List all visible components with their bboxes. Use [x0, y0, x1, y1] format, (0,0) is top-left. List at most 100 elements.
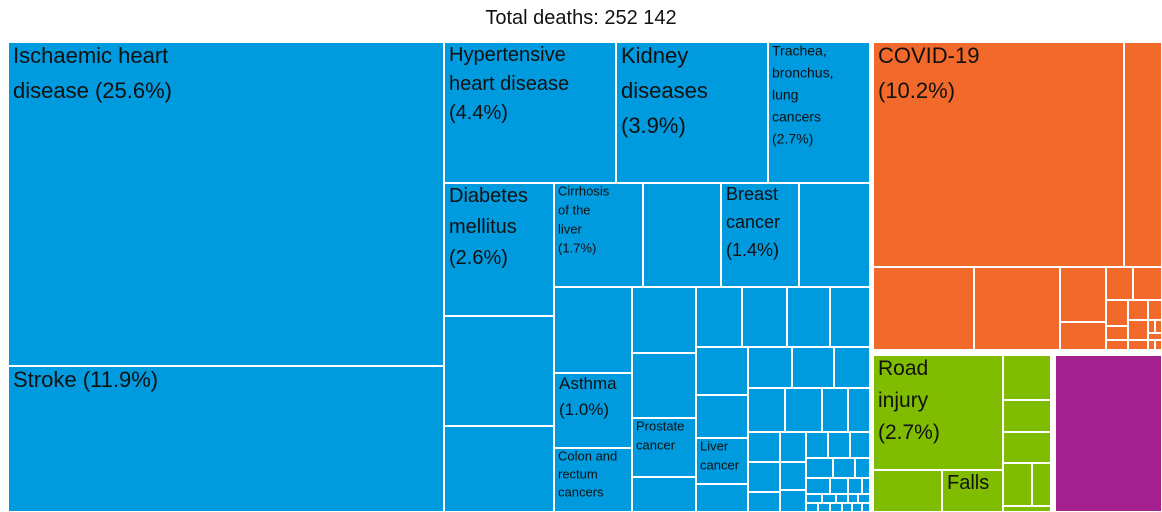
treemap-cell — [1002, 505, 1052, 512]
treemap-cell — [443, 425, 555, 512]
treemap-cell — [805, 477, 831, 495]
treemap-cell-label: Ischaemic heart disease (25.6%) — [13, 43, 172, 103]
treemap-cell — [1154, 319, 1162, 334]
treemap-cell-14 — [872, 354, 1004, 471]
treemap-cell — [791, 346, 835, 389]
treemap-cell-label: Trachea, bronchus, lung cancers (2.7%) — [772, 42, 833, 146]
treemap-cell-label: Kidney diseases (3.9%) — [621, 43, 708, 138]
treemap-cell — [631, 352, 697, 419]
treemap-cell — [872, 469, 943, 512]
treemap-cell — [847, 493, 859, 504]
treemap-cell — [805, 431, 829, 459]
treemap-cell-label: COVID-19 (10.2%) — [878, 43, 979, 103]
treemap-cell — [1127, 339, 1149, 351]
treemap-cell — [1127, 299, 1149, 321]
treemap-cell-label: Diabetes mellitus (2.6%) — [449, 185, 528, 269]
treemap-cell-8 — [720, 182, 800, 288]
treemap-cell — [1147, 319, 1156, 334]
treemap-cell — [747, 461, 781, 493]
treemap-cell — [821, 387, 849, 433]
treemap-cell-label: Asthma (1.0%) — [559, 374, 617, 419]
treemap-cell — [817, 502, 831, 512]
treemap-cell — [1127, 319, 1149, 341]
treemap-cell — [798, 182, 871, 288]
treemap-cell — [827, 431, 851, 459]
treemap-cell — [829, 286, 871, 348]
treemap-cell — [849, 431, 871, 459]
treemap-cell — [854, 457, 871, 479]
chart-title: Total deaths: 252 142 — [485, 7, 677, 29]
treemap-cell-6 — [443, 182, 555, 317]
treemap-cell — [747, 346, 793, 389]
treemap-cell-2 — [7, 365, 445, 512]
treemap-cell — [847, 387, 871, 433]
treemap-cell — [1105, 266, 1134, 301]
treemap-cell-5 — [767, 41, 871, 184]
treemap-cell — [851, 502, 863, 512]
treemap-cell — [779, 431, 807, 463]
treemap-cell-12 — [553, 447, 633, 512]
treemap-cell — [841, 502, 853, 512]
treemap-cell — [784, 387, 823, 433]
treemap-cell — [1105, 299, 1129, 327]
treemap-cell — [695, 286, 743, 348]
treemap-cell-label: Road injury (2.7%) — [878, 357, 940, 444]
treemap-cell-9 — [553, 372, 633, 449]
treemap-cell — [443, 315, 555, 427]
treemap-cell — [1132, 266, 1162, 301]
treemap-cell — [747, 431, 781, 463]
treemap-cell-label: Breast cancer (1.4%) — [726, 184, 780, 260]
treemap-cell — [1147, 339, 1156, 351]
treemap-cell — [829, 477, 849, 495]
treemap-cell-7 — [553, 182, 644, 288]
treemap-cell — [861, 477, 871, 495]
treemap-cell — [642, 182, 722, 288]
treemap-cell — [631, 286, 697, 354]
treemap-cell — [833, 346, 871, 389]
treemap-cell — [821, 493, 837, 504]
treemap-cell — [695, 346, 749, 396]
treemap-cell-label: Cirrhosis of the liver (1.7%) — [558, 183, 610, 255]
treemap-cell — [805, 493, 823, 504]
treemap-cell-label: Hypertensive heart disease (4.4%) — [449, 44, 569, 124]
treemap-cell — [1105, 325, 1129, 341]
treemap-cell-15 — [941, 469, 1004, 512]
treemap-cell — [832, 457, 856, 479]
treemap-cell — [1123, 41, 1162, 268]
treemap-cell-label: Colon and rectum cancers — [558, 448, 617, 499]
treemap-cell-11 — [695, 437, 749, 485]
treemap-cell — [553, 286, 633, 374]
treemap-cell — [1054, 354, 1162, 512]
treemap-cell-label: Falls — [947, 472, 989, 494]
treemap-cell — [631, 476, 697, 512]
treemap-cell — [1059, 321, 1107, 351]
treemap-cell — [695, 483, 749, 512]
treemap-cell-label: Liver cancer — [700, 438, 740, 472]
treemap-cell — [1002, 399, 1052, 433]
treemap-cell — [1105, 339, 1129, 351]
treemap-cell — [779, 489, 807, 512]
treemap-cell — [973, 266, 1061, 351]
treemap-cell — [1002, 431, 1052, 464]
treemap-cell — [747, 387, 786, 433]
treemap-cell — [1154, 339, 1162, 351]
treemap-cell — [835, 493, 849, 504]
treemap-cell — [829, 502, 843, 512]
treemap-cell — [1147, 299, 1162, 321]
treemap-cell-13 — [872, 41, 1125, 268]
treemap-cell — [872, 266, 975, 351]
treemap-cell — [1002, 462, 1033, 507]
treemap-cell — [1059, 266, 1107, 323]
treemap-cell — [779, 461, 807, 491]
treemap-cell — [805, 502, 819, 512]
treemap-cell — [741, 286, 788, 348]
treemap-cell — [847, 477, 863, 495]
treemap-cell — [861, 502, 871, 512]
treemap-cell — [786, 286, 831, 348]
treemap-cell-label: Prostate cancer — [636, 418, 684, 452]
treemap-cell — [1031, 462, 1052, 507]
treemap-cell-10 — [631, 417, 697, 478]
treemap-cell — [747, 491, 781, 512]
treemap-cell-label: Stroke (11.9%) — [13, 367, 158, 392]
